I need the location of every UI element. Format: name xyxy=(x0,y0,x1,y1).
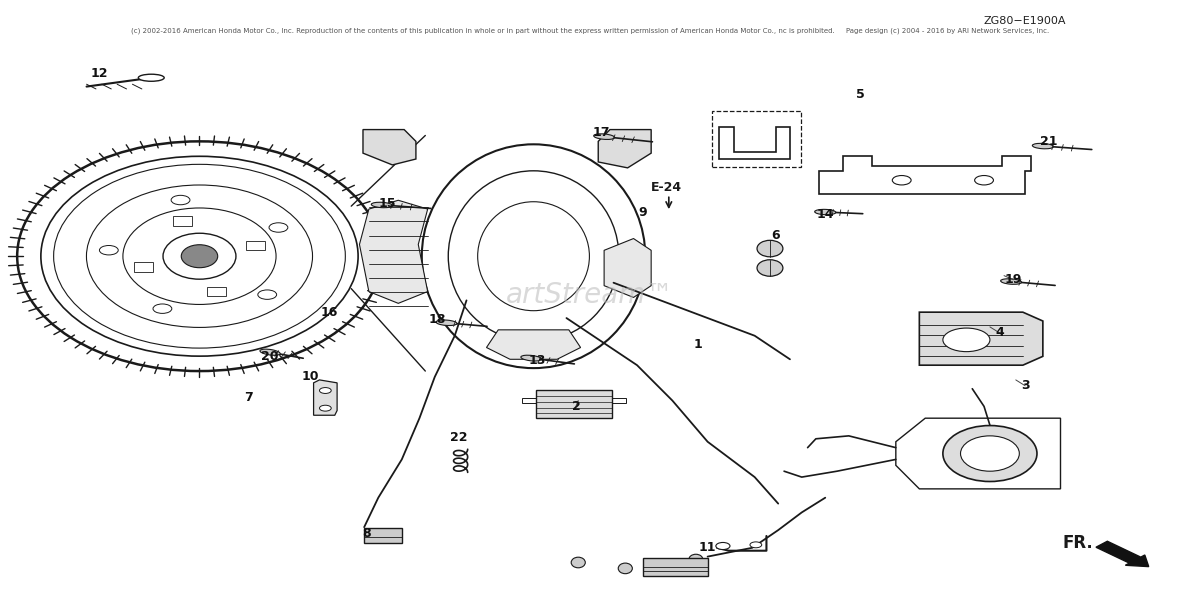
Ellipse shape xyxy=(943,425,1037,482)
FancyArrow shape xyxy=(1096,541,1148,567)
Circle shape xyxy=(171,196,190,205)
Circle shape xyxy=(320,388,332,393)
Polygon shape xyxy=(360,200,427,303)
Bar xyxy=(522,398,536,403)
Ellipse shape xyxy=(1001,279,1022,284)
Polygon shape xyxy=(363,130,415,165)
Circle shape xyxy=(716,542,730,550)
Bar xyxy=(713,111,800,167)
Text: 4: 4 xyxy=(995,326,1004,339)
Text: 3: 3 xyxy=(1021,379,1029,392)
Text: FR.: FR. xyxy=(1063,534,1094,552)
Circle shape xyxy=(975,176,994,185)
Polygon shape xyxy=(919,312,1043,365)
Text: (c) 2002-2016 American Honda Motor Co., Inc. Reproduction of the contents of thi: (c) 2002-2016 American Honda Motor Co., … xyxy=(131,27,1049,34)
Polygon shape xyxy=(819,156,1031,194)
Ellipse shape xyxy=(618,563,632,574)
Text: 9: 9 xyxy=(638,206,648,219)
Text: 18: 18 xyxy=(428,313,446,326)
Ellipse shape xyxy=(520,355,542,361)
Circle shape xyxy=(153,304,172,313)
Text: 6: 6 xyxy=(772,229,780,242)
Ellipse shape xyxy=(594,134,615,140)
Text: 19: 19 xyxy=(1004,273,1022,286)
Ellipse shape xyxy=(571,557,585,568)
Bar xyxy=(365,528,402,543)
Text: artStream™: artStream™ xyxy=(506,280,674,309)
Text: 17: 17 xyxy=(594,126,610,139)
Ellipse shape xyxy=(437,320,457,326)
Circle shape xyxy=(269,223,288,232)
Ellipse shape xyxy=(478,202,590,311)
Text: 10: 10 xyxy=(301,370,319,383)
Text: 8: 8 xyxy=(362,527,371,540)
Polygon shape xyxy=(486,330,581,359)
Circle shape xyxy=(750,542,762,548)
Circle shape xyxy=(320,405,332,411)
Text: 15: 15 xyxy=(379,197,396,210)
Text: 14: 14 xyxy=(817,209,834,221)
Text: ZG80−E1900A: ZG80−E1900A xyxy=(984,16,1067,25)
Ellipse shape xyxy=(138,74,164,81)
Ellipse shape xyxy=(689,554,703,565)
Bar xyxy=(643,558,708,576)
Text: E-24: E-24 xyxy=(651,181,682,194)
Text: 1: 1 xyxy=(694,338,702,351)
Polygon shape xyxy=(314,380,337,415)
Ellipse shape xyxy=(758,260,782,276)
Ellipse shape xyxy=(943,328,990,352)
Text: 11: 11 xyxy=(699,541,716,554)
Text: 2: 2 xyxy=(571,400,581,413)
Text: 21: 21 xyxy=(1040,135,1057,148)
Bar xyxy=(208,287,227,296)
Text: 7: 7 xyxy=(244,391,254,404)
Ellipse shape xyxy=(260,349,280,355)
Bar xyxy=(612,398,627,403)
Text: 13: 13 xyxy=(529,354,546,367)
Ellipse shape xyxy=(372,202,392,208)
Text: 20: 20 xyxy=(261,350,278,363)
Ellipse shape xyxy=(814,209,835,215)
Polygon shape xyxy=(536,390,612,418)
Bar xyxy=(172,216,191,226)
Text: 12: 12 xyxy=(91,67,109,80)
Circle shape xyxy=(892,176,911,185)
Bar xyxy=(245,241,264,250)
Text: 22: 22 xyxy=(450,431,467,444)
Ellipse shape xyxy=(182,245,218,268)
Bar xyxy=(135,262,153,272)
Polygon shape xyxy=(720,127,789,159)
Ellipse shape xyxy=(961,436,1020,471)
Ellipse shape xyxy=(758,240,782,257)
Ellipse shape xyxy=(1032,143,1054,149)
Polygon shape xyxy=(598,130,651,168)
Text: 5: 5 xyxy=(857,88,865,101)
Circle shape xyxy=(257,290,276,299)
Text: 16: 16 xyxy=(320,306,337,319)
Ellipse shape xyxy=(666,560,680,571)
Polygon shape xyxy=(604,239,651,297)
Circle shape xyxy=(99,246,118,255)
